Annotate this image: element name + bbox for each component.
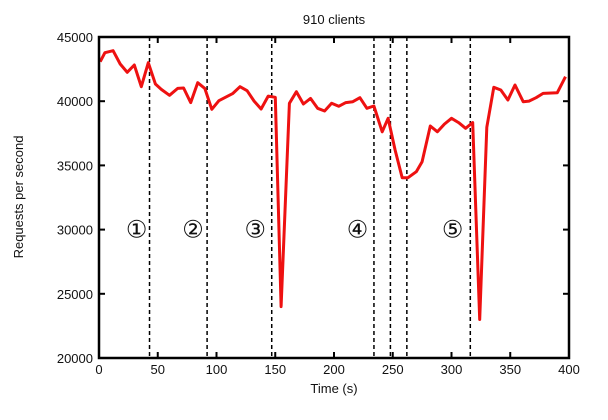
x-tick-label: 350 bbox=[499, 362, 521, 377]
chart-title: 910 clients bbox=[303, 12, 366, 27]
plot-frame bbox=[97, 35, 571, 360]
phase-label: ② bbox=[182, 217, 204, 244]
x-axis-label: Time (s) bbox=[310, 381, 357, 396]
x-tick-label: 0 bbox=[95, 362, 102, 377]
phase-label: ④ bbox=[347, 217, 369, 244]
y-tick-label: 25000 bbox=[57, 287, 93, 302]
x-tick-label: 200 bbox=[323, 362, 345, 377]
x-tick-label: 250 bbox=[382, 362, 404, 377]
phase-label: ③ bbox=[245, 217, 267, 244]
phase-label: ⑤ bbox=[442, 217, 464, 244]
y-tick-label: 40000 bbox=[57, 94, 93, 109]
y-tick-label: 20000 bbox=[57, 351, 93, 366]
x-tick-label: 50 bbox=[151, 362, 165, 377]
x-tick-label: 150 bbox=[264, 362, 286, 377]
x-tick-label: 100 bbox=[206, 362, 228, 377]
data-series-line bbox=[98, 49, 567, 321]
y-axis-label: Requests per second bbox=[11, 136, 26, 259]
y-tick-label: 45000 bbox=[57, 30, 93, 45]
y-tick-label: 30000 bbox=[57, 223, 93, 238]
y-tick-label: 35000 bbox=[57, 158, 93, 173]
x-tick-label: 300 bbox=[441, 362, 463, 377]
phase-label: ① bbox=[126, 217, 148, 244]
x-tick-label: 400 bbox=[558, 362, 580, 377]
